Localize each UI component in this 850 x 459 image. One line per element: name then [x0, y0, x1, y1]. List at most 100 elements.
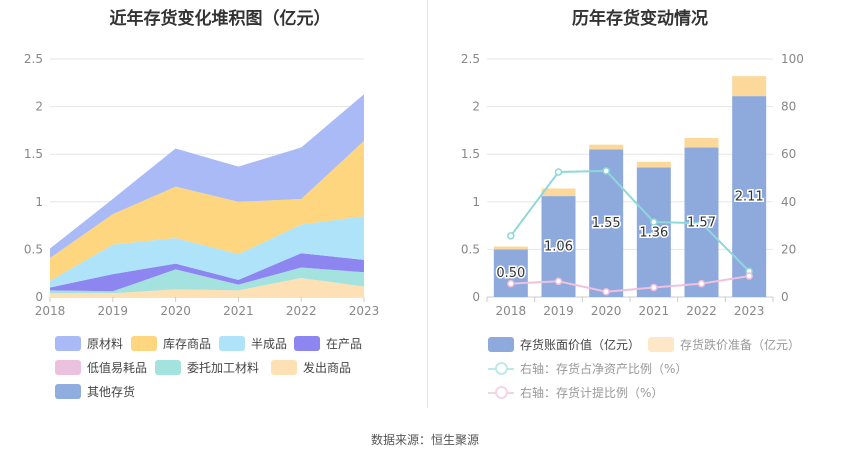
left-x-tick-label: 2023: [349, 304, 380, 318]
chart-divider: [427, 0, 428, 408]
area-series: [50, 94, 364, 258]
legend-item-provision-ratio[interactable]: 右轴：存货计提比例（%）: [488, 384, 663, 401]
left-x-tick-label: 2022: [286, 304, 317, 318]
area-series: [50, 277, 364, 297]
bar-impairment-provision: [636, 161, 671, 168]
legend-item-impairment-provision[interactable]: 存货跌价准备（亿元）: [648, 336, 800, 353]
right-y-tick-label: 0: [472, 290, 480, 304]
legend-label: 半成品: [251, 337, 288, 351]
line-provision-ratio: [510, 275, 750, 293]
legend-label: 存货账面价值（亿元）: [520, 338, 641, 352]
left-y-tick-label: 2: [35, 100, 43, 114]
legend-item-goods-shipped[interactable]: 发出商品: [271, 359, 351, 376]
bar-book-value: [636, 167, 671, 297]
legend-swatch: [648, 337, 674, 352]
point-provision-ratio: [650, 283, 658, 292]
bar-impairment-provision: [684, 138, 719, 148]
legend-swatch: [294, 336, 320, 351]
area-series: [50, 216, 364, 288]
bar-value-label: 1.57: [687, 215, 716, 230]
right-x-tick-label: 2022: [686, 304, 717, 318]
right-chart-title: 历年存货变动情况: [572, 9, 708, 29]
right-y-tick-label: 0.5: [461, 242, 480, 256]
bar-value-label: 1.36: [639, 225, 668, 240]
legend-swatch: [55, 384, 81, 399]
legend-item-other-inventory[interactable]: 其他存货: [55, 383, 135, 400]
legend-swatch: [55, 336, 81, 351]
area-series: [50, 267, 364, 294]
bar-book-value: [732, 96, 767, 298]
left-chart-title: 近年存货变化堆积图（亿元）: [109, 9, 331, 29]
legend-swatch: [271, 360, 297, 375]
legend-label: 存货跌价准备（亿元）: [680, 338, 801, 352]
bar-impairment-provision: [541, 188, 576, 197]
point-provision-ratio: [745, 272, 753, 280]
left-x-tick-label: 2018: [35, 304, 66, 318]
left-x-tick-label: 2020: [160, 304, 191, 318]
bar-value-label: 1.06: [544, 240, 573, 255]
line-net-assets-ratio: [510, 169, 750, 273]
point-provision-ratio: [507, 279, 515, 288]
legend-item-semi-finished[interactable]: 半成品: [219, 335, 287, 352]
left-y-tick-label: 0: [35, 290, 43, 304]
data-source-note: 数据来源：恒生聚源: [370, 433, 479, 447]
legend-label: 在产品: [326, 337, 363, 351]
left-y-tick-label: 2.5: [24, 52, 43, 66]
bar-impairment-provision: [493, 246, 528, 250]
legend-label: 发出商品: [303, 361, 352, 375]
right-y-tick-label: 2.5: [461, 52, 480, 66]
left-y-tick-label: 0.5: [24, 242, 43, 256]
bar-book-value: [493, 249, 528, 297]
legend-line-symbol: [488, 361, 514, 376]
right-y-tick-label: 1.5: [461, 147, 480, 161]
legend-item-inventory-to-net-assets[interactable]: 右轴：存货占净资产比例（%）: [488, 360, 687, 377]
left-y-tick-label: 1.5: [24, 147, 43, 161]
point-net-assets-ratio: [602, 167, 610, 175]
legend-item-book-value[interactable]: 存货账面价值（亿元）: [488, 336, 640, 353]
right-y2-tick-label: 20: [781, 242, 796, 256]
point-net-assets-ratio: [507, 232, 515, 240]
area-series: [50, 253, 364, 292]
right-y-tick-label: 2: [472, 100, 480, 114]
bar-impairment-provision: [732, 76, 767, 97]
legend-swatch: [55, 360, 81, 375]
right-y2-tick-label: 80: [781, 100, 796, 114]
bar-value-label: 2.11: [735, 190, 764, 205]
point-net-assets-ratio: [650, 218, 658, 226]
right-x-tick-label: 2019: [543, 304, 574, 318]
legend-item-finished-goods[interactable]: 库存商品: [131, 335, 211, 352]
legend-item-consigned-materials[interactable]: 委托加工材料: [155, 359, 259, 376]
bar-impairment-provision: [589, 144, 624, 150]
left-x-tick-label: 2019: [98, 304, 129, 318]
legend-line-symbol: [488, 385, 514, 400]
legend-item-low-value-consumables[interactable]: 低值易耗品: [55, 359, 147, 376]
legend-label: 原材料: [87, 337, 124, 351]
area-series: [50, 140, 364, 281]
right-y2-tick-label: 0: [781, 290, 789, 304]
bar-value-label: 0.50: [496, 266, 525, 281]
point-provision-ratio: [554, 277, 563, 286]
point-provision-ratio: [697, 279, 706, 288]
legend-label: 委托加工材料: [187, 361, 260, 375]
point-net-assets-ratio: [554, 168, 563, 176]
legend-label: 库存商品: [163, 337, 212, 351]
right-x-tick-label: 2018: [496, 304, 527, 318]
legend-swatch: [155, 360, 181, 375]
legend-item-work-in-progress[interactable]: 在产品: [294, 335, 362, 352]
left-y-tick-label: 1: [35, 195, 43, 209]
legend-item-raw-materials[interactable]: 原材料: [55, 335, 123, 352]
right-x-tick-label: 2020: [591, 304, 622, 318]
legend-label: 右轴：存货计提比例（%）: [520, 386, 664, 400]
bar-value-label: 1.55: [592, 216, 621, 231]
legend-label: 右轴：存货占净资产比例（%）: [520, 362, 688, 376]
right-x-tick-label: 2021: [639, 304, 670, 318]
right-y2-tick-label: 60: [781, 147, 796, 161]
right-x-tick-label: 2023: [734, 304, 765, 318]
legend-label: 其他存货: [87, 385, 136, 399]
point-provision-ratio: [602, 288, 610, 296]
left-x-tick-label: 2021: [223, 304, 254, 318]
point-net-assets-ratio: [697, 219, 706, 227]
legend-swatch: [131, 336, 157, 351]
legend-swatch: [219, 336, 245, 351]
